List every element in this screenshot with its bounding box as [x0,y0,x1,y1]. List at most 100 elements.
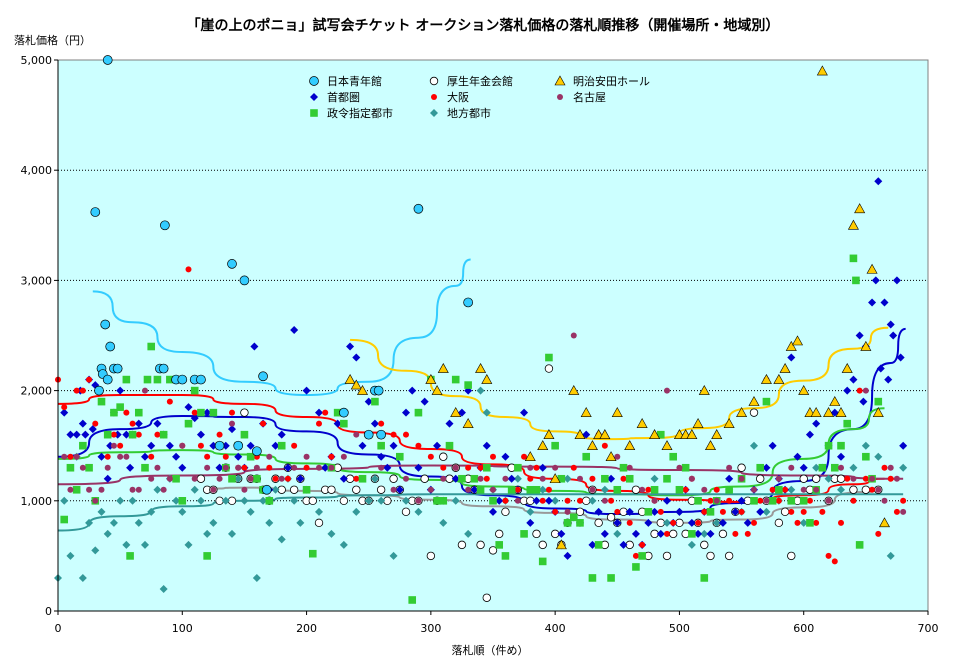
data-point [103,430,112,439]
plot-area [57,59,929,612]
data-point [675,507,684,516]
data-point [440,464,447,471]
data-point [538,463,547,472]
data-point [470,474,479,483]
data-point [252,446,262,457]
data-point [228,474,236,483]
data-point [837,452,845,461]
data-point [390,486,397,493]
data-point [601,442,608,449]
data-point [477,464,484,471]
data-point [837,441,845,450]
y-tick-label: 4,000 [21,164,53,177]
data-point [266,464,273,471]
data-point [787,485,796,494]
data-point [482,463,491,472]
data-point [669,529,678,539]
data-point [344,373,356,384]
data-point [775,475,782,482]
data-point [726,464,733,471]
data-point [682,486,689,493]
x-tick-label: 200 [296,622,317,635]
data-point [871,276,880,285]
data-point [61,453,68,460]
data-point [86,486,93,493]
data-point [812,419,821,428]
data-point [390,431,397,438]
data-point [676,464,683,471]
data-point [172,452,181,461]
data-point [153,375,162,384]
legend-item: 厚生年金会館 [429,74,513,88]
data-point [625,507,634,516]
data-point [165,441,174,450]
data-point [378,464,385,471]
data-point [663,474,671,483]
data-point [439,497,448,505]
data-point [481,373,493,384]
data-point [695,519,702,526]
data-point [644,508,653,516]
data-point [874,452,883,461]
data-point [614,508,621,515]
data-point [555,539,567,550]
data-point [129,486,136,493]
data-point [178,463,187,472]
data-point [191,475,198,482]
data-point [277,430,286,439]
data-point [433,497,441,505]
data-point [557,474,566,483]
data-point [352,353,361,362]
data-point [246,441,255,450]
legend-label: 地方都市 [447,106,491,120]
data-point [700,574,709,582]
data-point [116,496,125,505]
data-point [862,452,870,461]
data-point [308,496,317,505]
data-point [172,474,180,483]
data-point [844,475,851,482]
data-point [284,475,291,482]
data-point [520,408,529,417]
data-point [128,430,137,439]
data-point [502,475,509,482]
data-point [893,475,900,482]
data-point [563,551,572,560]
data-point [102,374,113,385]
legend-item: 日本青年館 [309,74,382,88]
data-point [762,463,771,472]
data-point [852,276,860,285]
data-point [278,475,285,482]
series-points [90,55,473,495]
data-point [538,485,547,494]
data-point [719,508,726,515]
data-point [748,396,760,406]
data-point [762,397,771,406]
data-point [97,452,106,461]
data-point [464,381,472,389]
data-point [122,375,131,384]
data-point [196,474,206,483]
data-point [241,464,248,471]
data-point [502,497,509,504]
data-point [240,496,249,505]
data-point [588,496,597,505]
data-point [203,408,212,417]
data-point [726,497,733,504]
data-point [104,453,111,460]
data-point [849,375,858,384]
data-point [102,55,113,65]
data-point [576,519,584,527]
data-point [773,373,785,384]
legend-label: 日本青年館 [327,74,382,88]
data-point [277,441,286,450]
data-point [450,407,462,417]
data-point [657,508,664,515]
data-point [103,529,112,538]
data-point [333,419,342,428]
data-point [868,298,877,307]
data-point [600,529,609,538]
data-point [78,419,87,428]
data-point [738,475,745,482]
